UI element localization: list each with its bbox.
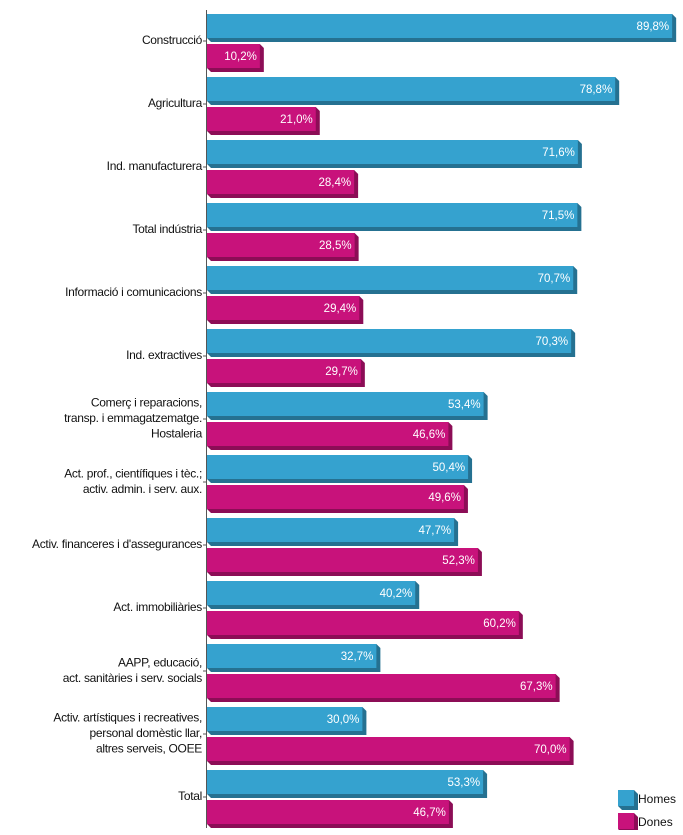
category-label: Total [178,789,202,803]
category-label: Informació i comunicacions [65,285,202,299]
bar [207,44,260,68]
value-label: 28,5% [319,240,352,252]
bar [207,266,574,290]
bar [207,140,578,164]
bar [207,359,361,383]
value-label: 46,7% [413,807,446,819]
category-label: AAPP, educació, [118,655,202,669]
value-label: 28,4% [319,177,352,189]
bar [207,485,464,509]
category-label: Ind. extractives [126,348,202,362]
bar [207,455,469,479]
category-label: Hostaleria [151,427,203,441]
category-label: Total indústria [132,222,202,236]
category-label: Activ. financeres i d'assegurances [32,537,202,551]
bar [207,737,570,761]
value-label: 32,7% [341,651,374,663]
category-label: Comerç i reparacions, [91,396,202,410]
category-label: personal domèstic llar, [90,726,203,740]
bar [207,296,360,320]
value-label: 67,3% [520,681,553,693]
bar [207,77,616,101]
bar [207,644,377,668]
value-label: 60,2% [483,618,516,630]
category-label: Act. immobiliàries [113,600,202,614]
legend-swatch [618,813,634,829]
value-label: 71,5% [542,210,575,222]
value-label: 53,3% [447,777,480,789]
value-label: 10,2% [224,51,257,63]
value-label: 78,8% [580,84,613,96]
bar [207,800,449,824]
category-label: transp. i emmagatzematge. [64,411,202,425]
bar [207,203,578,227]
bar [207,611,519,635]
value-label: 30,0% [327,714,360,726]
value-label: 89,8% [637,21,670,33]
value-label: 49,6% [428,492,461,504]
bar [207,518,455,542]
value-label: 53,4% [448,399,481,411]
category-label: activ. admin. i serv. aux. [83,482,202,496]
bar [207,581,416,605]
bar [207,107,316,131]
bar [207,674,556,698]
category-label: Act. prof., científiques i tèc.; [64,466,202,480]
bar [207,329,572,353]
value-label: 29,7% [325,366,358,378]
bar [207,170,355,194]
bar [207,707,363,731]
value-label: 46,6% [413,429,446,441]
value-label: 21,0% [280,114,313,126]
value-label: 70,3% [536,336,569,348]
value-label: 70,7% [538,273,571,285]
category-label: Agricultura [148,96,203,110]
legend-label: Homes [638,792,676,806]
value-label: 52,3% [442,555,475,567]
bar [207,770,484,794]
value-label: 70,0% [534,744,567,756]
value-label: 40,2% [380,588,413,600]
bar [207,422,449,446]
category-label: altres serveis, OOEE [96,742,202,756]
category-label: act. sanitàries i serv. socials [63,671,202,685]
category-label: Ind. manufacturera [107,159,203,173]
legend-label: Dones [638,815,673,829]
bar [207,392,484,416]
bar [207,14,673,38]
legend-swatch [618,790,634,806]
category-label: Activ. artístiques i recreatives, [53,711,202,725]
bar [207,233,355,257]
category-label: Construcció [142,33,203,47]
value-label: 71,6% [542,147,575,159]
bar [207,548,478,572]
value-label: 50,4% [432,462,465,474]
value-label: 47,7% [418,525,451,537]
value-label: 29,4% [324,303,357,315]
